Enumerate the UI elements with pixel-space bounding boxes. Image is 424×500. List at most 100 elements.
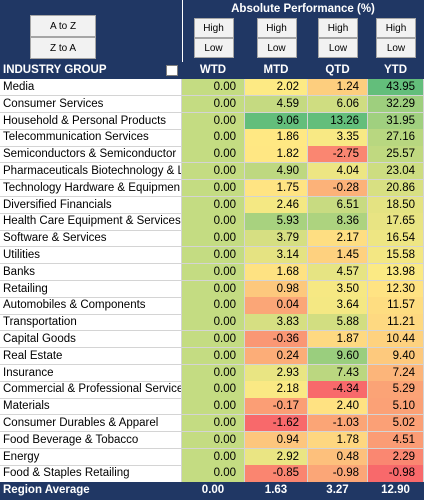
filter-icon[interactable] (166, 65, 178, 76)
value-cell: 1.75 (245, 179, 308, 198)
value-cell: 9.40 (368, 347, 424, 366)
industry-name: Software & Services (0, 230, 182, 248)
value-cell: 1.68 (245, 263, 308, 282)
value-cell: -0.98 (308, 465, 368, 483)
value-cell: 1.82 (245, 146, 308, 164)
value-cell: 0.00 (182, 196, 245, 214)
value-cell: 32.29 (368, 95, 424, 114)
value-cell: 5.29 (368, 381, 424, 399)
industry-name: Diversified Financials (0, 196, 182, 214)
industry-name: Health Care Equipment & Services (0, 213, 182, 231)
value-cell: 0.00 (182, 263, 245, 282)
industry-name: Food & Staples Retailing (0, 465, 182, 483)
value-cell: 2.40 (308, 398, 368, 416)
value-cell: -1.03 (308, 415, 368, 433)
value-cell: 25.57 (368, 146, 424, 164)
value-cell: 1.45 (308, 247, 368, 265)
sort-button[interactable]: Z to A (30, 37, 96, 59)
value-cell: 0.00 (182, 448, 245, 466)
value-cell: 3.35 (308, 129, 368, 147)
value-cell: 0.00 (182, 465, 245, 483)
value-cell: 2.93 (245, 364, 308, 382)
value-cell: 43.95 (368, 79, 424, 97)
value-cell: 0.00 (182, 213, 245, 231)
industry-name: Banks (0, 263, 182, 282)
value-cell: 0.00 (182, 230, 245, 248)
value-cell: 10.44 (368, 331, 424, 349)
low-button[interactable]: Low (318, 38, 358, 58)
value-cell: 0.00 (182, 163, 245, 181)
value-cell: 0.00 (182, 112, 245, 130)
value-cell: 18.50 (368, 196, 424, 214)
value-cell: -2.75 (308, 146, 368, 164)
high-button[interactable]: High (318, 18, 358, 38)
value-cell: 0.00 (182, 95, 245, 114)
value-cell: -0.85 (245, 465, 308, 483)
value-cell: -4.34 (308, 381, 368, 399)
value-cell: 6.06 (308, 95, 368, 114)
industry-name: Capital Goods (0, 331, 182, 349)
value-cell: 5.93 (245, 213, 308, 231)
sort-button[interactable]: A to Z (30, 15, 96, 37)
value-cell: 0.00 (182, 297, 245, 315)
value-cell: 0.00 (182, 314, 245, 332)
value-cell: 4.57 (308, 263, 368, 282)
value-cell: 6.51 (308, 196, 368, 214)
value-cell: -0.17 (245, 398, 308, 416)
value-cell: 0.00 (182, 431, 245, 450)
industry-name: Commercial & Professional Service (0, 381, 182, 399)
value-cell: 8.36 (308, 213, 368, 231)
column-header: WTD (182, 62, 245, 79)
low-button[interactable]: Low (376, 38, 416, 58)
value-cell: 1.24 (308, 79, 368, 97)
value-cell: 9.06 (245, 112, 308, 130)
value-cell: 0.00 (182, 364, 245, 382)
value-cell: 0.24 (245, 347, 308, 366)
high-button[interactable]: High (376, 18, 416, 38)
column-header: MTD (245, 62, 308, 79)
low-button[interactable]: Low (256, 38, 297, 58)
industry-name: Retailing (0, 280, 182, 298)
industry-name: Telecommunication Services (0, 129, 182, 147)
low-button[interactable]: Low (193, 38, 234, 58)
industry-name: Materials (0, 398, 182, 416)
industry-name: Transportation (0, 314, 182, 332)
average-value: 1.63 (245, 482, 308, 500)
value-cell: 3.83 (245, 314, 308, 332)
value-cell: 4.04 (308, 163, 368, 181)
industry-name: Technology Hardware & Equipmen (0, 179, 182, 198)
value-cell: 13.26 (308, 112, 368, 130)
value-cell: 31.95 (368, 112, 424, 130)
value-cell: 0.00 (182, 331, 245, 349)
value-cell: 23.04 (368, 163, 424, 181)
value-cell: 0.04 (245, 297, 308, 315)
value-cell: 3.14 (245, 247, 308, 265)
value-cell: 5.88 (308, 314, 368, 332)
value-cell: -0.36 (245, 331, 308, 349)
value-cell: 0.00 (182, 347, 245, 366)
value-cell: 20.86 (368, 179, 424, 198)
value-cell: 16.54 (368, 230, 424, 248)
industry-name: Food Beverage & Tobacco (0, 431, 182, 450)
value-cell: 3.79 (245, 230, 308, 248)
high-button[interactable]: High (193, 18, 234, 38)
value-cell: 0.00 (182, 179, 245, 198)
value-cell: 2.29 (368, 448, 424, 466)
industry-name: Insurance (0, 364, 182, 382)
industry-name: Consumer Durables & Apparel (0, 415, 182, 433)
column-header: INDUSTRY GROUP (0, 62, 182, 79)
value-cell: 27.16 (368, 129, 424, 147)
industry-name: Pharmaceuticals Biotechnology & L (0, 163, 182, 181)
industry-name: Utilities (0, 247, 182, 265)
value-cell: 0.94 (245, 431, 308, 450)
value-cell: 4.51 (368, 431, 424, 450)
value-cell: 11.57 (368, 297, 424, 315)
industry-name: Energy (0, 448, 182, 466)
industry-name: Consumer Services (0, 95, 182, 114)
value-cell: 0.98 (245, 280, 308, 298)
high-button[interactable]: High (256, 18, 297, 38)
industry-name: Semiconductors & Semiconductor (0, 146, 182, 164)
value-cell: 13.98 (368, 263, 424, 282)
value-cell: 9.60 (308, 347, 368, 366)
value-cell: 0.00 (182, 146, 245, 164)
